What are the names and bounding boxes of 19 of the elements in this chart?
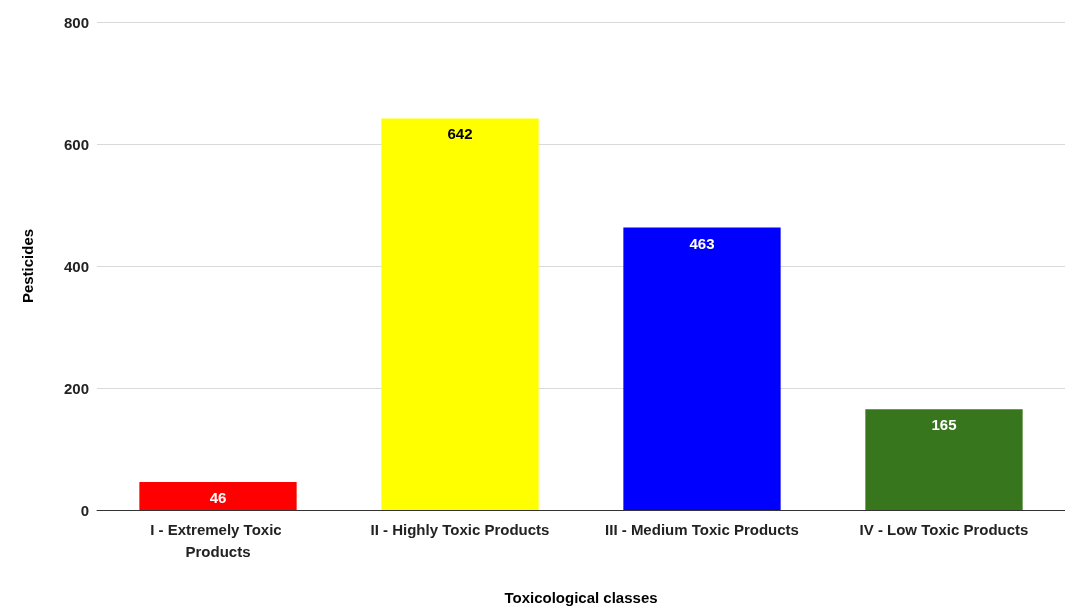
- x-axis-title: Toxicological classes: [504, 589, 658, 606]
- y-tick-label: 200: [63, 379, 89, 397]
- bar: [865, 409, 1023, 510]
- bar: [139, 481, 297, 510]
- data-label: 463: [689, 234, 715, 252]
- x-tick-label: II - Highly Toxic Products: [370, 520, 550, 538]
- data-label: 165: [931, 416, 957, 434]
- y-tick-label: 600: [63, 135, 89, 153]
- data-label: 46: [209, 488, 227, 506]
- x-tick-label: III - Medium Toxic Products: [605, 520, 799, 538]
- y-tick-label: 0: [80, 501, 89, 519]
- x-tick-label: I - Extremely Toxic Products: [150, 520, 286, 560]
- x-tick-label: IV - Low Toxic Products: [859, 520, 1029, 538]
- data-label: 642: [447, 125, 473, 143]
- y-tick-label: 800: [63, 13, 89, 31]
- bar: [381, 118, 539, 510]
- y-axis-title: Pesticides: [19, 228, 36, 304]
- y-tick-label: 400: [63, 257, 89, 275]
- bar: [623, 227, 781, 510]
